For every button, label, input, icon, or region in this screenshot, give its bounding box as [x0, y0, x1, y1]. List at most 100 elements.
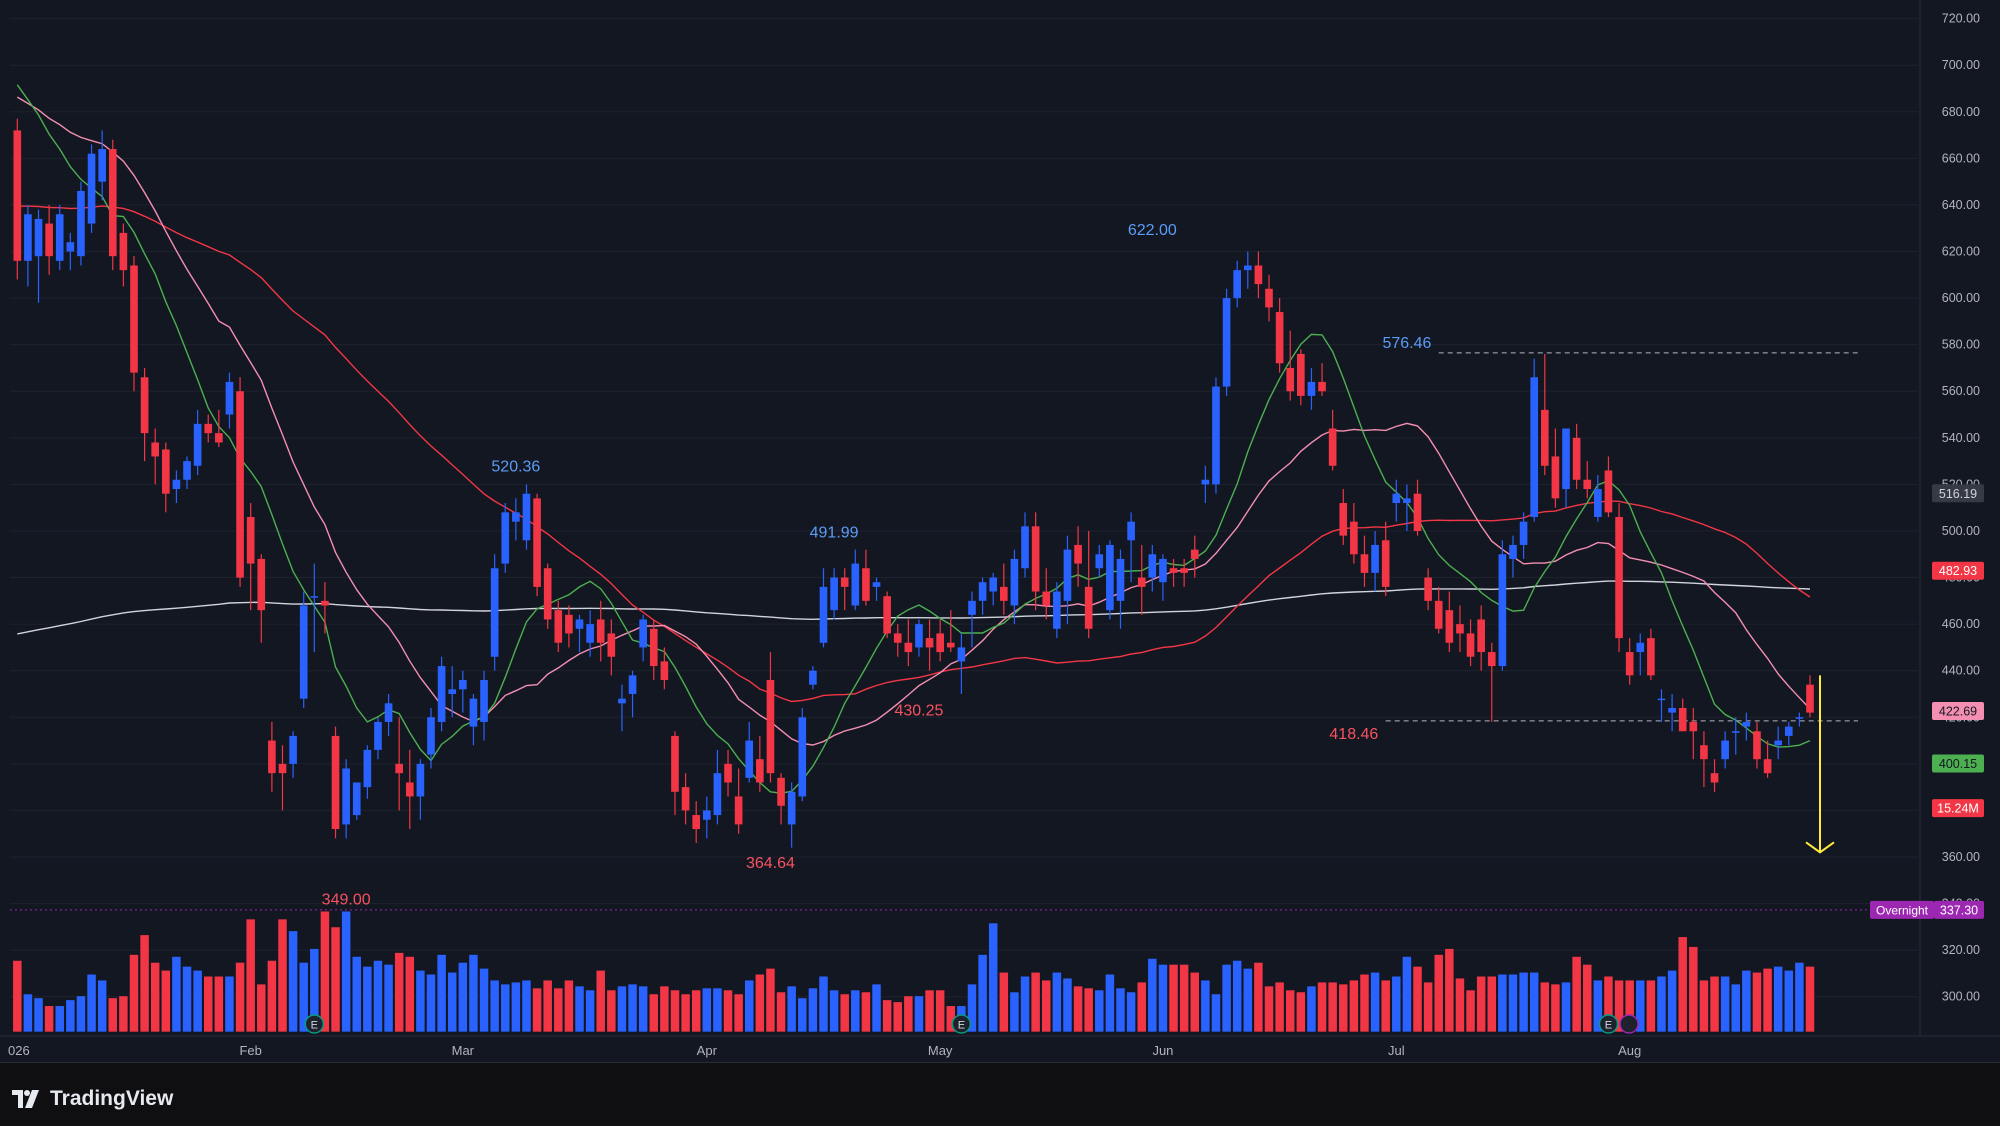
candle-body[interactable]: [151, 442, 160, 457]
candle-body[interactable]: [607, 633, 616, 657]
candle-body[interactable]: [1721, 740, 1729, 760]
candle-body[interactable]: [745, 740, 754, 778]
candle-body[interactable]: [459, 680, 467, 690]
candle-body[interactable]: [734, 796, 743, 825]
candle-body[interactable]: [374, 721, 382, 750]
candle-body[interactable]: [1381, 540, 1390, 587]
candle-body[interactable]: [1180, 568, 1188, 573]
candle-body[interactable]: [1021, 526, 1029, 569]
candle-body[interactable]: [1731, 731, 1740, 733]
candle-body[interactable]: [1551, 456, 1560, 499]
candle-body[interactable]: [1116, 558, 1125, 601]
candle-body[interactable]: [618, 698, 626, 704]
candle-body[interactable]: [1212, 386, 1220, 485]
candle-body[interactable]: [225, 381, 234, 415]
time-axis[interactable]: 026 Feb Mar Apr May Jun Jul Aug: [0, 1035, 2000, 1062]
candle-body[interactable]: [1625, 652, 1634, 676]
candle-body[interactable]: [34, 218, 43, 257]
candle-body[interactable]: [108, 149, 117, 257]
candle-body[interactable]: [172, 479, 181, 490]
candle-body[interactable]: [1742, 721, 1751, 727]
candle-body[interactable]: [1519, 521, 1528, 545]
candle-body[interactable]: [1689, 721, 1698, 732]
candle-body[interactable]: [45, 223, 53, 257]
candle-body[interactable]: [1318, 381, 1326, 392]
candle-body[interactable]: [501, 512, 510, 564]
candle-body[interactable]: [395, 763, 403, 774]
candle-body[interactable]: [1424, 577, 1432, 601]
candle-body[interactable]: [236, 391, 244, 578]
candle-body[interactable]: [1297, 353, 1305, 396]
candle-body[interactable]: [140, 377, 149, 434]
candle-body[interactable]: [777, 777, 785, 806]
candle-body[interactable]: [437, 666, 446, 722]
candle-body[interactable]: [13, 130, 22, 261]
candle-body[interactable]: [416, 763, 425, 797]
candle-body[interactable]: [1583, 479, 1592, 490]
candle-body[interactable]: [1222, 298, 1231, 387]
candle-body[interactable]: [342, 768, 350, 825]
candle-body[interactable]: [1668, 707, 1676, 713]
candle-body[interactable]: [957, 647, 966, 662]
candle-body[interactable]: [1477, 619, 1485, 653]
candle-body[interactable]: [1700, 745, 1708, 760]
candle-body[interactable]: [1657, 698, 1666, 701]
candle-body[interactable]: [98, 149, 106, 182]
candle-body[interactable]: [1806, 684, 1814, 713]
candle-body[interactable]: [1307, 381, 1316, 396]
earnings-marker-icon[interactable]: [951, 1014, 972, 1034]
candle-body[interactable]: [310, 596, 319, 598]
earnings-marker-icon[interactable]: [1598, 1014, 1619, 1034]
candle-body[interactable]: [851, 563, 860, 606]
candle-body[interactable]: [1594, 489, 1602, 517]
candle-body[interactable]: [1795, 717, 1804, 719]
candle-body[interactable]: [968, 600, 976, 615]
candle-body[interactable]: [1710, 773, 1719, 783]
tradingview-logo[interactable]: TradingView: [12, 1085, 173, 1113]
candle-body[interactable]: [1392, 493, 1401, 504]
candle-body[interactable]: [1328, 428, 1337, 466]
candle-body[interactable]: [1774, 740, 1782, 746]
candle-body[interactable]: [1084, 586, 1093, 629]
candle-body[interactable]: [1604, 470, 1613, 513]
candle-body[interactable]: [1445, 610, 1454, 643]
candle-body[interactable]: [161, 449, 170, 494]
candle-body[interactable]: [289, 735, 297, 764]
candle-body[interactable]: [1339, 503, 1348, 536]
candle-body[interactable]: [756, 759, 764, 783]
candle-body[interactable]: [978, 582, 987, 601]
candle-body[interactable]: [331, 735, 340, 830]
candle-body[interactable]: [1456, 624, 1464, 634]
candle-body[interactable]: [1784, 726, 1793, 736]
candle-body[interactable]: [1127, 521, 1135, 541]
candle-body[interactable]: [119, 232, 128, 271]
candle-body[interactable]: [1233, 270, 1242, 299]
candle-body[interactable]: [946, 642, 955, 648]
candle-body[interactable]: [904, 642, 913, 653]
candle-body[interactable]: [321, 600, 329, 606]
candle-body[interactable]: [586, 624, 594, 643]
candle-body[interactable]: [193, 423, 202, 466]
candle-body[interactable]: [427, 717, 435, 755]
candle-body[interactable]: [1562, 428, 1570, 490]
candle-body[interactable]: [840, 577, 849, 587]
dividend-marker-icon[interactable]: [1619, 1014, 1639, 1034]
candle-body[interactable]: [1063, 549, 1072, 601]
candle-body[interactable]: [575, 619, 584, 629]
candle-body[interactable]: [66, 242, 75, 252]
candle-body[interactable]: [448, 689, 457, 694]
candle-body[interactable]: [257, 558, 266, 611]
candle-body[interactable]: [692, 815, 701, 830]
candle-body[interactable]: [130, 265, 138, 373]
candle-body[interactable]: [787, 791, 796, 825]
candle-body[interactable]: [87, 153, 96, 224]
candle-body[interactable]: [1360, 554, 1369, 573]
candle-body[interactable]: [77, 190, 85, 257]
candle-body[interactable]: [352, 782, 361, 816]
candle-body[interactable]: [1678, 707, 1687, 732]
candle-body[interactable]: [936, 633, 944, 653]
candle-body[interactable]: [565, 614, 573, 634]
candle-body[interactable]: [24, 214, 32, 261]
candle-body[interactable]: [1159, 558, 1167, 583]
candle-body[interactable]: [862, 568, 870, 601]
